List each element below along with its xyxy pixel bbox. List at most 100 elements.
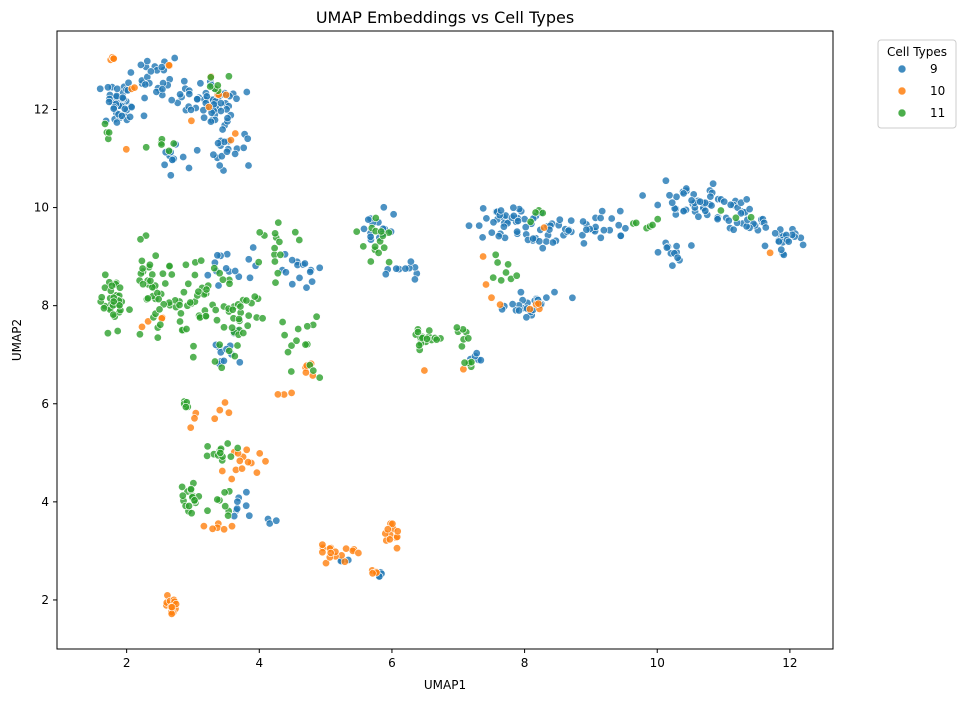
point-cell-type-9 [406,257,415,266]
point-cell-type-10 [525,305,534,314]
point-cell-type-9 [555,215,564,224]
point-cell-type-9 [496,206,505,215]
point-cell-type-9 [392,264,401,273]
series-11 [96,72,756,520]
point-cell-type-9 [233,497,242,506]
point-cell-type-9 [742,222,751,231]
point-cell-type-9 [494,232,503,241]
point-cell-type-11 [101,119,110,128]
point-cell-type-9 [306,267,315,276]
point-cell-type-11 [632,218,641,227]
point-cell-type-11 [100,304,109,313]
point-cell-type-11 [254,258,263,267]
y-axis-title: UMAP2 [10,319,24,361]
point-cell-type-9 [185,90,194,99]
point-cell-type-9 [696,197,705,206]
legend-marker-9 [897,64,907,74]
point-cell-type-9 [126,112,135,121]
point-cell-type-11 [280,331,289,340]
point-cell-type-9 [200,113,209,122]
point-cell-type-11 [233,341,242,350]
point-cell-type-9 [215,161,224,170]
point-cell-type-11 [295,236,304,245]
point-cell-type-11 [648,221,657,230]
point-cell-type-10 [342,544,351,553]
point-cell-type-9 [359,224,368,233]
point-cell-type-9 [168,155,177,164]
point-cell-type-11 [210,264,219,273]
point-cell-type-10 [244,458,253,467]
point-cell-type-9 [720,197,729,206]
y-tick-label: 10 [34,201,49,215]
point-cell-type-9 [661,176,670,185]
point-cell-type-10 [354,548,363,557]
point-cell-type-9 [302,283,311,292]
point-cell-type-9 [233,504,242,513]
point-cell-type-10 [321,559,330,568]
point-cell-type-11 [467,358,476,367]
point-cell-type-11 [377,227,386,236]
point-cell-type-11 [504,260,513,269]
point-cell-type-9 [109,104,118,113]
point-cell-type-11 [217,363,226,372]
point-cell-type-9 [799,240,808,249]
point-cell-type-11 [460,358,469,367]
point-cell-type-9 [578,231,587,240]
point-cell-type-11 [101,270,110,279]
point-cell-type-9 [234,272,243,281]
point-cell-type-10 [109,54,118,63]
point-cell-type-11 [531,208,540,217]
point-cell-type-9 [616,207,625,216]
point-cell-type-11 [190,496,199,505]
point-cell-type-11 [213,81,222,90]
point-cell-type-11 [107,281,116,290]
x-axis-title: UMAP1 [424,678,466,692]
point-cell-type-9 [487,228,496,237]
point-cell-type-10 [392,544,401,553]
point-cell-type-9 [607,214,616,223]
point-cell-type-9 [464,221,473,230]
point-cell-type-9 [567,216,576,225]
point-cell-type-10 [215,406,224,415]
point-cell-type-11 [211,305,220,314]
point-cell-type-11 [371,214,380,223]
point-cell-type-9 [653,201,662,210]
point-cell-type-11 [501,268,510,277]
point-cell-type-11 [155,305,164,314]
point-cell-type-9 [242,501,251,510]
point-cell-type-10 [204,103,213,112]
point-cell-type-9 [579,217,588,226]
point-cell-type-10 [766,248,775,257]
point-cell-type-9 [223,147,232,156]
point-cell-type-9 [673,253,682,262]
point-cell-type-9 [713,215,722,224]
point-cell-type-9 [157,63,166,72]
point-cell-type-10 [144,317,153,326]
point-cell-type-9 [621,224,630,233]
point-cell-type-9 [616,231,625,240]
point-cell-type-11 [312,312,321,321]
point-cell-type-11 [161,279,170,288]
point-cell-type-9 [223,250,232,259]
point-cell-type-11 [167,270,176,279]
point-cell-type-11 [415,341,424,350]
point-cell-type-11 [371,242,380,251]
point-cell-type-10 [138,322,147,331]
point-cell-type-11 [226,452,235,461]
point-cell-type-10 [326,548,335,557]
point-cell-type-10 [130,83,139,92]
point-cell-type-10 [388,519,397,528]
point-cell-type-10 [340,557,349,566]
x-tick-label: 2 [123,656,131,670]
point-cell-type-9 [193,95,202,104]
legend-entries: 9 10 11 [897,62,945,120]
point-cell-type-11 [189,353,198,362]
point-cell-type-11 [233,443,242,452]
point-cell-type-11 [731,213,740,222]
point-cell-type-9 [774,237,783,246]
legend-marker-11 [897,108,907,118]
point-cell-type-11 [385,258,394,267]
point-cell-type-10 [222,90,231,99]
point-cell-type-10 [301,368,310,377]
